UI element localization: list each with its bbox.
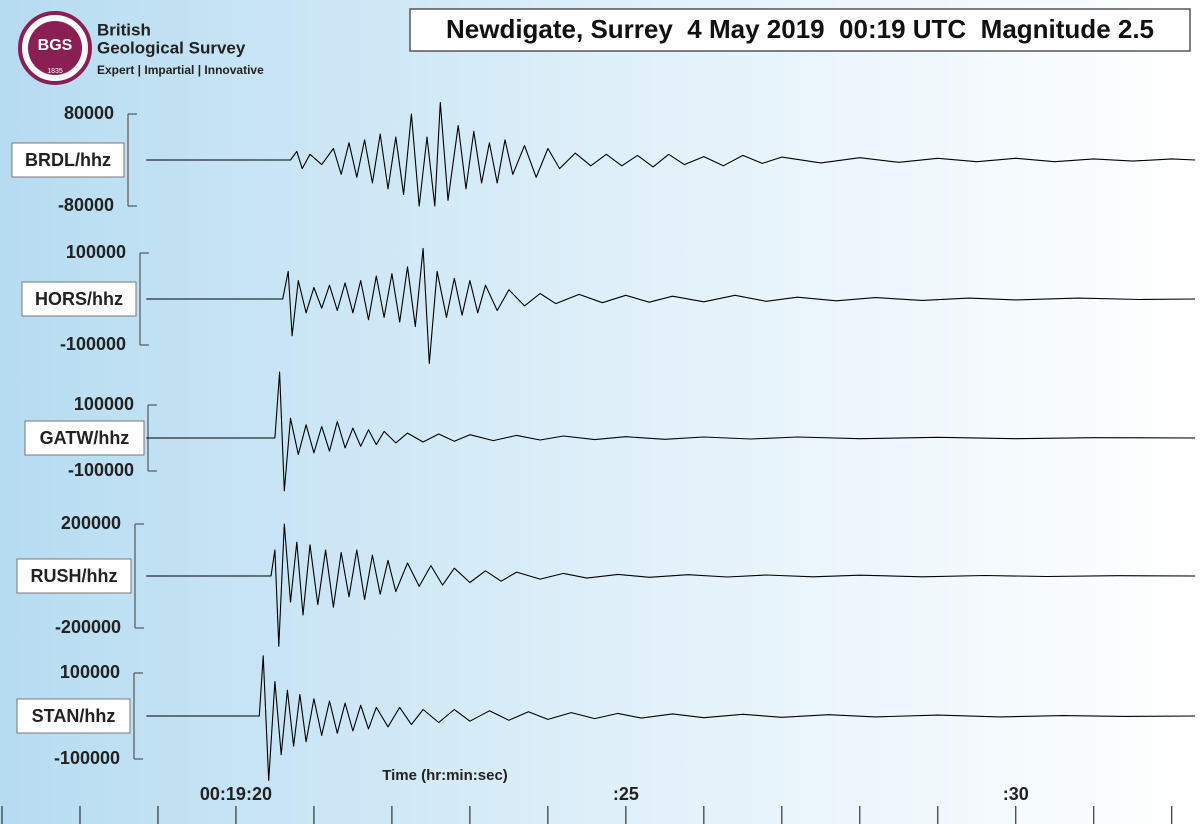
- station-label: STAN/hhz: [32, 706, 116, 726]
- waveform: [146, 523, 1196, 647]
- logo-disc: [28, 21, 82, 75]
- station-label: HORS/hhz: [35, 289, 123, 309]
- logo: BGS 1835 British Geological Survey Exper…: [18, 11, 264, 85]
- station-label-box: [16, 698, 131, 734]
- y-tick-label: -100000: [54, 748, 120, 768]
- station-label: BRDL/hhz: [25, 150, 111, 170]
- x-tick-label: :25: [613, 784, 639, 804]
- x-tick-label: 00:19:20: [200, 784, 272, 804]
- y-tick-label: 100000: [74, 394, 134, 414]
- station-label: GATW/hhz: [40, 428, 130, 448]
- x-axis-label: Time (hr:min:sec): [382, 767, 508, 784]
- chart-title: Newdigate, Surrey 4 May 2019 00:19 UTC M…: [446, 14, 1154, 44]
- y-tick-label: -100000: [68, 460, 134, 480]
- y-tick-label: 80000: [64, 103, 114, 123]
- station-label-box: [21, 281, 137, 317]
- y-tick-label: 100000: [60, 662, 120, 682]
- y-tick-label: -200000: [55, 617, 121, 637]
- y-tick-label: 100000: [66, 242, 126, 262]
- logo-year: 1835: [47, 68, 63, 75]
- y-tick-label: -100000: [60, 334, 126, 354]
- logo-badge: BGS: [38, 37, 73, 54]
- org-name: British: [97, 20, 151, 39]
- station-label: RUSH/hhz: [31, 566, 118, 586]
- station-label-box: [16, 558, 132, 594]
- y-tick-label: -80000: [58, 195, 114, 215]
- x-tick-label: :30: [1003, 784, 1029, 804]
- title-box: [409, 8, 1191, 52]
- station-label-box: [24, 420, 145, 456]
- org-tagline: Expert | Impartial | Innovative: [97, 63, 264, 77]
- waveform: [146, 371, 1196, 492]
- station-label-box: [11, 142, 125, 178]
- waveform: [146, 655, 1196, 782]
- org-name: Geological Survey: [97, 38, 246, 57]
- waveform: [146, 101, 1196, 207]
- waveform: [146, 247, 1196, 364]
- y-tick-label: 200000: [61, 513, 121, 533]
